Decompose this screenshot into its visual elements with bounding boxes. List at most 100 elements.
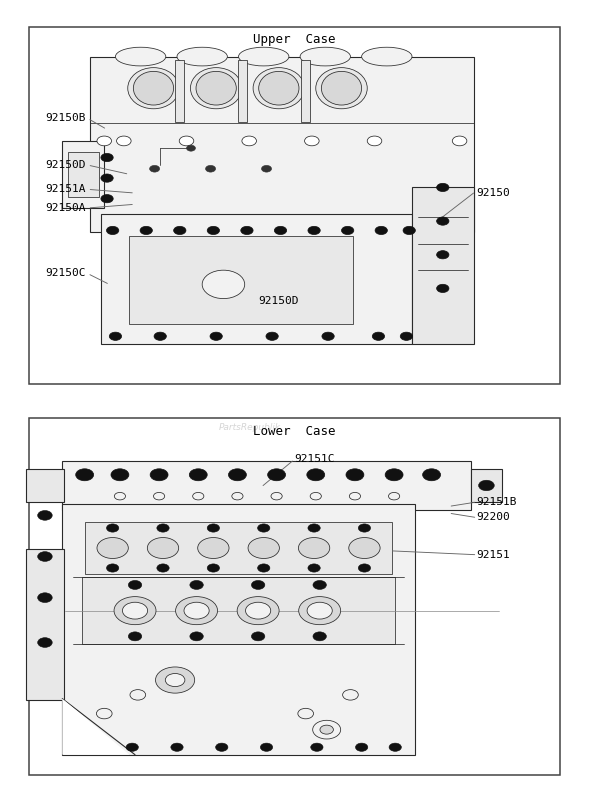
Circle shape bbox=[193, 492, 204, 500]
Circle shape bbox=[375, 226, 388, 235]
Circle shape bbox=[252, 632, 265, 641]
Circle shape bbox=[452, 136, 467, 145]
Circle shape bbox=[216, 743, 228, 751]
Circle shape bbox=[150, 469, 168, 481]
Circle shape bbox=[157, 564, 169, 572]
Circle shape bbox=[187, 145, 196, 151]
Circle shape bbox=[320, 725, 333, 734]
Circle shape bbox=[128, 632, 142, 641]
Ellipse shape bbox=[190, 68, 242, 109]
Circle shape bbox=[206, 165, 216, 172]
Circle shape bbox=[389, 743, 401, 751]
Circle shape bbox=[117, 136, 131, 145]
Ellipse shape bbox=[322, 71, 362, 105]
Ellipse shape bbox=[177, 47, 227, 66]
Circle shape bbox=[107, 564, 119, 572]
Circle shape bbox=[202, 270, 244, 299]
Circle shape bbox=[257, 524, 270, 532]
Circle shape bbox=[436, 284, 449, 292]
Circle shape bbox=[260, 743, 273, 751]
Circle shape bbox=[76, 469, 94, 481]
Bar bbox=[62, 141, 104, 208]
Ellipse shape bbox=[239, 47, 289, 66]
Bar bbox=[62, 504, 415, 755]
Circle shape bbox=[147, 538, 178, 559]
Circle shape bbox=[368, 136, 382, 145]
Circle shape bbox=[174, 226, 186, 235]
Text: 92150A: 92150A bbox=[45, 203, 86, 213]
Circle shape bbox=[298, 709, 313, 719]
Circle shape bbox=[87, 743, 99, 751]
Circle shape bbox=[403, 226, 415, 235]
Ellipse shape bbox=[300, 47, 350, 66]
Text: 92151C: 92151C bbox=[294, 455, 335, 464]
Circle shape bbox=[38, 593, 52, 602]
Circle shape bbox=[262, 165, 272, 172]
Text: 92150D: 92150D bbox=[258, 296, 299, 307]
Circle shape bbox=[313, 721, 340, 739]
Circle shape bbox=[210, 332, 222, 340]
Ellipse shape bbox=[196, 71, 236, 105]
Ellipse shape bbox=[128, 68, 179, 109]
Ellipse shape bbox=[299, 597, 340, 625]
Circle shape bbox=[130, 690, 145, 700]
Circle shape bbox=[356, 743, 368, 751]
Polygon shape bbox=[62, 698, 130, 755]
Circle shape bbox=[271, 492, 282, 500]
Circle shape bbox=[308, 564, 320, 572]
Circle shape bbox=[140, 226, 153, 235]
Circle shape bbox=[179, 136, 194, 145]
Circle shape bbox=[349, 538, 380, 559]
Circle shape bbox=[311, 743, 323, 751]
Bar bbox=[300, 60, 310, 121]
Circle shape bbox=[232, 492, 243, 500]
Ellipse shape bbox=[114, 597, 156, 625]
Circle shape bbox=[150, 165, 160, 172]
Text: Lower  Case: Lower Case bbox=[253, 425, 336, 438]
Circle shape bbox=[189, 469, 207, 481]
Text: 92151B: 92151B bbox=[477, 497, 517, 507]
Circle shape bbox=[207, 226, 220, 235]
Bar bbox=[62, 461, 471, 510]
Circle shape bbox=[190, 632, 203, 641]
Circle shape bbox=[349, 492, 360, 500]
Text: PartsRepublik: PartsRepublik bbox=[219, 423, 281, 432]
Circle shape bbox=[107, 524, 119, 532]
Ellipse shape bbox=[176, 597, 217, 625]
Circle shape bbox=[97, 538, 128, 559]
Circle shape bbox=[38, 511, 52, 520]
Bar bbox=[101, 213, 412, 344]
Bar bbox=[85, 522, 392, 574]
Ellipse shape bbox=[115, 47, 166, 66]
Circle shape bbox=[101, 174, 113, 182]
Text: Upper  Case: Upper Case bbox=[253, 34, 336, 46]
Circle shape bbox=[358, 564, 370, 572]
Text: 92150D: 92150D bbox=[45, 160, 86, 170]
Circle shape bbox=[157, 524, 169, 532]
Circle shape bbox=[38, 551, 52, 562]
Circle shape bbox=[343, 690, 358, 700]
Circle shape bbox=[154, 492, 165, 500]
Ellipse shape bbox=[307, 602, 332, 619]
Text: 92150: 92150 bbox=[477, 188, 510, 198]
Text: 92151: 92151 bbox=[477, 550, 510, 559]
Ellipse shape bbox=[237, 597, 279, 625]
Circle shape bbox=[266, 332, 278, 340]
Circle shape bbox=[274, 226, 287, 235]
Ellipse shape bbox=[123, 602, 148, 619]
Text: 92200: 92200 bbox=[477, 512, 510, 523]
Circle shape bbox=[242, 136, 256, 145]
Circle shape bbox=[171, 743, 183, 751]
Circle shape bbox=[342, 226, 354, 235]
Circle shape bbox=[436, 217, 449, 225]
Circle shape bbox=[207, 524, 220, 532]
Bar bbox=[471, 469, 502, 503]
Bar bbox=[412, 188, 474, 344]
Text: 92150C: 92150C bbox=[45, 268, 86, 278]
Circle shape bbox=[126, 743, 138, 751]
Circle shape bbox=[190, 580, 203, 590]
Circle shape bbox=[299, 538, 330, 559]
Circle shape bbox=[308, 524, 320, 532]
Circle shape bbox=[110, 332, 121, 340]
Bar bbox=[238, 60, 247, 121]
